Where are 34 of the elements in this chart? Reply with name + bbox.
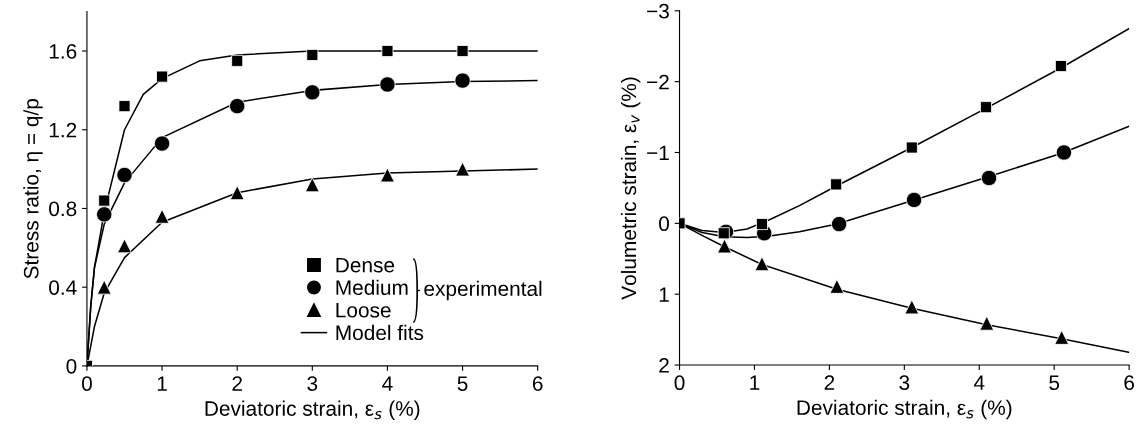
legend-label: Dense bbox=[336, 257, 395, 273]
y-tick-label: −2 bbox=[647, 74, 669, 90]
x-tick-label: 1 bbox=[750, 375, 760, 390]
y-tick-label: −1 bbox=[647, 145, 669, 161]
x-tick-label: 3 bbox=[899, 375, 910, 391]
y-tick-label: −3 bbox=[647, 3, 669, 19]
legend-label: Model fits bbox=[336, 324, 424, 341]
x-axis-title: Deviatoric strain, ε$_{s}$ (%) bbox=[205, 400, 420, 421]
x-tick-label: 4 bbox=[973, 375, 985, 390]
y-tick-label: 2 bbox=[659, 358, 669, 373]
x-tick-label: 2 bbox=[232, 376, 242, 391]
y-tick-label: 0 bbox=[66, 358, 77, 374]
annotation: experimental bbox=[424, 280, 542, 301]
x-tick-label: 5 bbox=[457, 376, 468, 391]
x-tick-label: 1 bbox=[157, 376, 167, 391]
x-tick-label: 0 bbox=[674, 375, 685, 391]
x-tick-label: 6 bbox=[1124, 375, 1135, 391]
legend-label: Medium bbox=[336, 279, 408, 296]
y-axis-title: Volumetric strain, ε$_{v}$ (%) bbox=[620, 77, 641, 300]
legend-label: Loose bbox=[336, 303, 391, 318]
x-tick-label: 2 bbox=[824, 375, 835, 390]
x-tick-label: 4 bbox=[382, 376, 393, 391]
y-tick-label: 1 bbox=[659, 287, 669, 302]
y-tick-label: 0.8 bbox=[49, 201, 77, 217]
y-tick-label: 0.4 bbox=[49, 280, 77, 295]
y-axis-title: Stress ratio, η = q/p bbox=[23, 99, 43, 279]
x-axis-title: Deviatoric strain, ε$_{s}$ (%) bbox=[797, 399, 1012, 420]
y-tick-label: 0 bbox=[659, 216, 669, 232]
x-tick-label: 0 bbox=[81, 376, 92, 391]
y-tick-label: 1.6 bbox=[49, 44, 77, 59]
x-tick-label: 3 bbox=[307, 376, 318, 391]
x-tick-label: 6 bbox=[532, 376, 543, 391]
y-tick-label: 1.2 bbox=[49, 122, 77, 138]
x-tick-label: 5 bbox=[1049, 375, 1060, 391]
